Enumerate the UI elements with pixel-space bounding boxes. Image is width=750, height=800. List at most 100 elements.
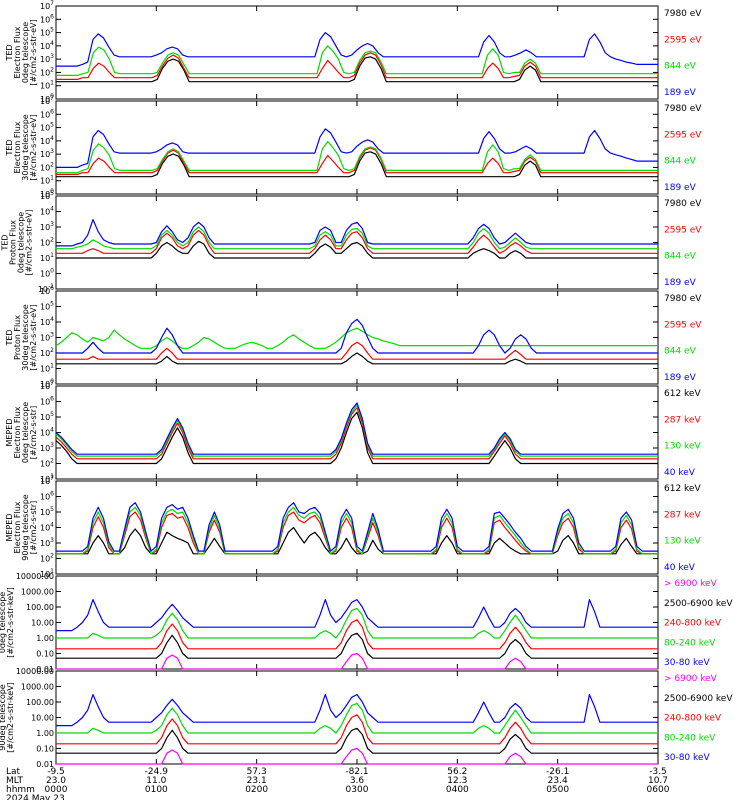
y-tick-label: 104 <box>40 40 54 51</box>
legend-entry: 189 eV <box>664 88 697 98</box>
legend-entry: 2500-6900 keV <box>664 599 733 609</box>
y-tick-label: 102 <box>40 237 54 248</box>
series-line-red <box>56 229 658 254</box>
series-line-blue <box>56 693 658 727</box>
y-axis-label-line: Electron Flux <box>13 406 22 458</box>
y-axis-label-line: 0deg telescope <box>21 22 30 83</box>
y-tick-label: 105 <box>40 122 54 133</box>
y-tick-label: 106 <box>40 396 54 407</box>
y-tick-label: 10.00 <box>31 619 54 628</box>
legend-entry: 2595 eV <box>664 130 702 140</box>
y-axis-label-line: 30deg telescope <box>21 304 30 371</box>
legend-entry: 80-240 keV <box>664 733 716 743</box>
legend-entry: 2500-6900 keV <box>664 694 733 704</box>
x-tick-hhmm: 0400 <box>446 785 469 795</box>
series-line-green <box>56 140 658 174</box>
y-tick-label: 107 <box>40 0 54 11</box>
x-tick-hhmm: 0100 <box>145 785 168 795</box>
y-axis-label-line: 0deg telescope <box>21 402 30 463</box>
legend-entry: 40 keV <box>664 468 696 478</box>
series-line-blue <box>56 219 658 247</box>
series-line-black <box>56 151 658 178</box>
series-line-black <box>56 240 658 259</box>
y-axis-label-line: Electron Flux <box>13 501 22 553</box>
y-axis-label-line: Electron Flux <box>13 121 22 173</box>
y-axis-label-line: 0deg telescope <box>17 212 26 273</box>
x-tick-lat: -3.5 <box>649 767 667 777</box>
legend-entry: 130 keV <box>664 537 701 547</box>
series-line-black <box>56 632 658 659</box>
y-tick-label: 100 <box>40 268 54 279</box>
series-line-red <box>55 407 658 460</box>
y-tick-label: 107 <box>40 95 54 106</box>
y-tick-label: 104 <box>40 522 54 533</box>
y-tick-label: 103 <box>40 537 54 548</box>
y-tick-label: 107 <box>40 380 54 391</box>
y-tick-label: 105 <box>40 27 54 38</box>
panel-frame-5 <box>55 385 659 480</box>
x-tick-mlt: 12.3 <box>447 776 467 786</box>
x-tick-lat: -26.1 <box>546 767 569 777</box>
y-tick-label: 105 <box>40 301 54 312</box>
x-tick-hhmm: 0300 <box>346 785 369 795</box>
series-line-black <box>56 352 658 365</box>
legend-entry: 287 keV <box>664 415 701 425</box>
x-tick-lat: -24.9 <box>145 767 169 777</box>
legend-entry: 7980 eV <box>664 9 702 19</box>
x-tick-mlt: 10.7 <box>648 776 668 786</box>
series-line-red <box>56 714 658 745</box>
y-tick-label: 103 <box>40 53 54 64</box>
y-tick-label: 101 <box>40 473 54 484</box>
series-line-green <box>56 702 658 734</box>
x-tick-mlt: 23.4 <box>548 776 568 786</box>
legend-entry: 844 eV <box>664 252 697 262</box>
y-tick-label: 105 <box>40 506 54 517</box>
x-tick-mlt: 11.0 <box>146 776 166 786</box>
y-tick-label: 102 <box>40 161 54 172</box>
panel-frame-8 <box>55 670 659 765</box>
y-tick-label: 104 <box>40 427 54 438</box>
y-axis-label-line: Electron Flux <box>13 26 22 78</box>
series-line-magenta <box>56 652 658 670</box>
panel-frame-7 <box>55 575 659 670</box>
y-tick-label: 10000.00 <box>16 572 54 581</box>
y-axis-label-line: [#/cm2-s-str-keV] <box>6 682 15 753</box>
y-axis-label-line: 30deg telescope <box>21 114 30 181</box>
panel-frame-1 <box>55 5 659 100</box>
y-tick-label: 101 <box>40 175 54 186</box>
series-line-red <box>56 52 658 81</box>
y-tick-label: 103 <box>40 442 54 453</box>
x-axis-row-label: 2024 May 23 <box>6 794 65 800</box>
x-axis-row-label: MLT <box>6 776 24 786</box>
x-tick-lat: -9.5 <box>47 767 65 777</box>
y-tick-label: 106 <box>40 13 54 24</box>
series-line-black <box>56 727 658 754</box>
y-tick-label: 104 <box>40 135 54 146</box>
x-tick-hhmm: 0200 <box>245 785 268 795</box>
y-tick-label: 1000.00 <box>21 588 54 597</box>
y-tick-label: 103 <box>40 332 54 343</box>
legend-entry: 844 eV <box>664 62 697 72</box>
legend-entry: 40 keV <box>664 563 696 573</box>
y-axis-label-line: [#/cm2-s-str-eV] <box>29 19 38 85</box>
x-tick-lat: -82.1 <box>345 767 368 777</box>
legend-entry: 240-800 keV <box>664 619 722 629</box>
legend-entry: 7980 eV <box>664 104 702 114</box>
y-tick-label: 105 <box>40 411 54 422</box>
y-tick-label: 101 <box>40 568 54 579</box>
y-tick-label: 102 <box>40 553 54 564</box>
x-tick-mlt: 23.0 <box>46 776 66 786</box>
y-tick-label: 106 <box>40 108 54 119</box>
y-axis-label-line: MEPED <box>5 419 14 447</box>
series-line-red <box>56 341 658 360</box>
legend-entry: 2595 eV <box>664 225 702 235</box>
x-tick-hhmm: 0500 <box>546 785 569 795</box>
y-axis-label-line: TED <box>5 44 14 61</box>
legend-entry: 7980 eV <box>664 199 702 209</box>
series-line-blue <box>56 502 658 552</box>
legend-entry: 189 eV <box>664 278 697 288</box>
x-tick-lat: 56.2 <box>447 767 467 777</box>
y-tick-label: 1000.00 <box>21 683 54 692</box>
series-line-green <box>56 226 658 250</box>
